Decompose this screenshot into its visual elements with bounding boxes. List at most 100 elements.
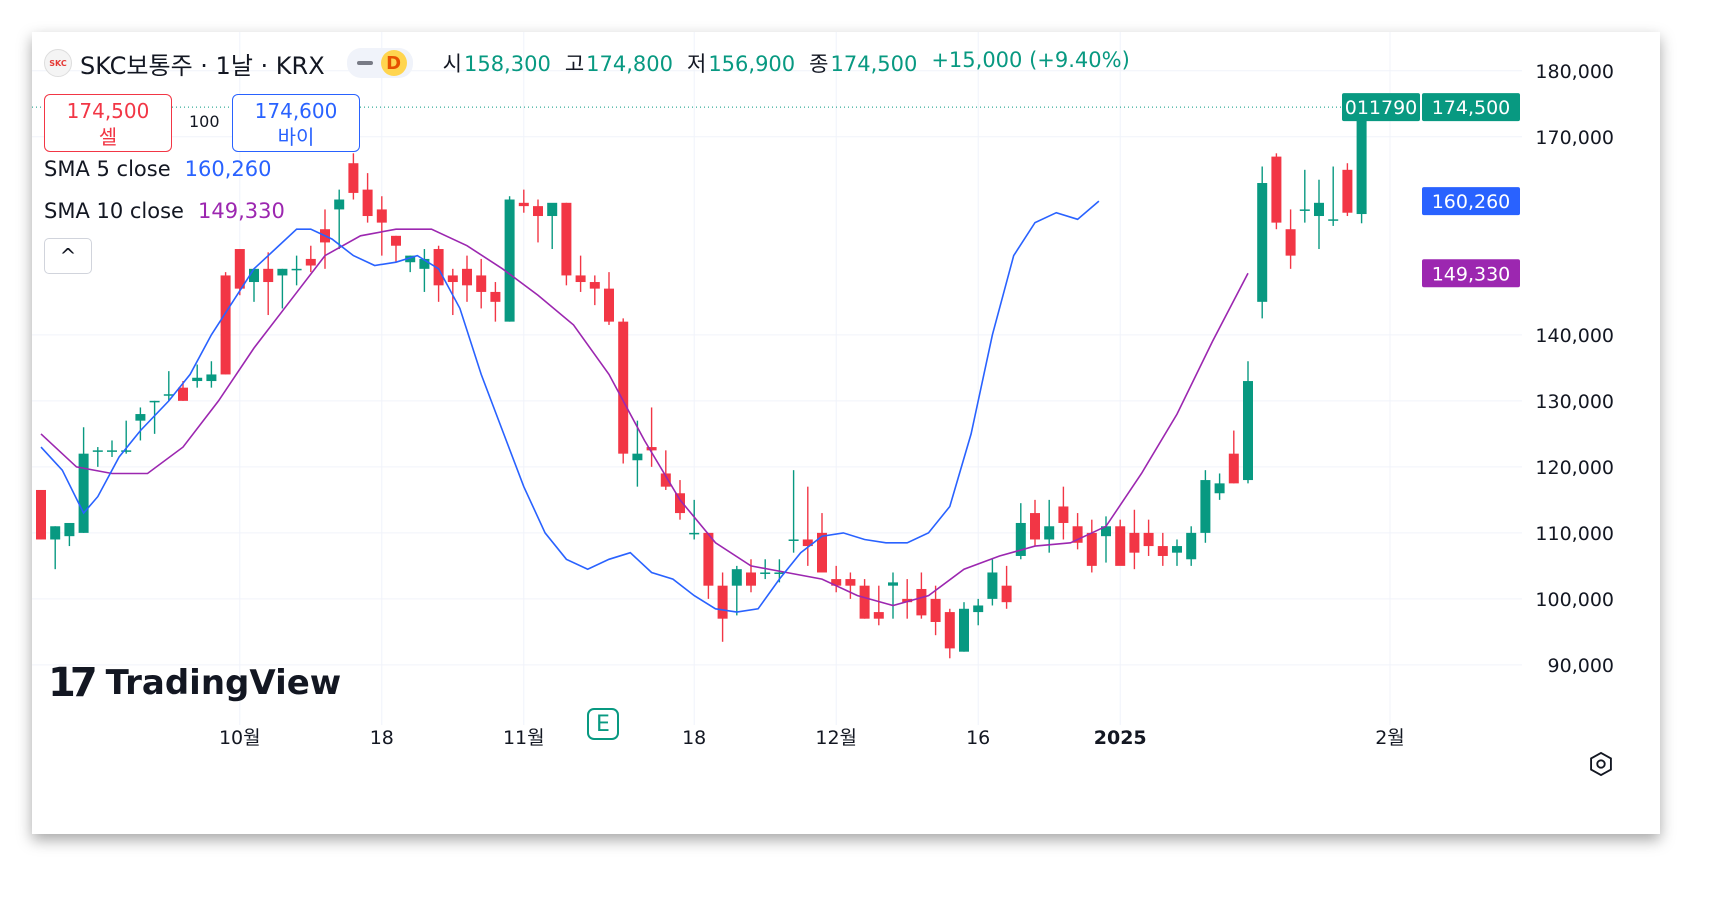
candle-up [163,394,174,396]
candle-up [1299,209,1310,211]
candle-up [760,572,771,574]
sma5-label: SMA 5 close [44,157,171,181]
candle-down [220,275,231,375]
candle-up [1186,532,1197,560]
sma10-price-badge-bg[interactable] [1422,259,1520,288]
symbol-title[interactable]: SKC보통주 · 1날 · KRX [80,51,325,80]
candle-down [433,249,444,286]
earnings-event-icon[interactable]: E [587,708,619,740]
collapse-legend-button[interactable]: ^ [44,238,92,274]
candle-down [1072,526,1083,543]
candle-up [731,569,742,586]
ohlc-close: 종174,500 [809,52,918,76]
candle-up [121,450,132,452]
tradingview-logo[interactable]: 17 TradingView [48,660,341,706]
sma10-price-badge: 149,330 [1432,263,1511,285]
candle-down [646,447,657,451]
chart-window: 180,000 170,000 140,000 130,000 120,000 110,0… [32,32,1660,834]
candle-down [944,612,955,649]
tradingview-mark: 17 [48,660,98,706]
y-tick-label: 90,000 [1548,655,1614,677]
x-tick-label: 10월 [219,727,261,749]
candle-down [376,209,387,223]
sma5-legend[interactable]: SMA 5 close 160,260 [44,157,271,181]
candle-down [1271,156,1282,223]
candle-down [618,321,629,454]
candle-up [1214,483,1225,494]
candle-up [632,453,643,461]
candle-down [675,493,685,514]
x-tick-label: 18 [370,727,394,749]
candle-down [1157,546,1168,556]
candle-down [604,288,614,322]
candle-down [476,275,487,292]
candle-down [391,235,401,246]
candle-up [107,450,117,452]
candle-up [249,268,259,283]
candle-down [845,579,856,586]
candle-down [1030,513,1040,540]
gear-icon[interactable] [1587,750,1615,778]
candle-down [263,268,274,283]
candle-down [533,206,543,217]
candle-up [206,374,217,382]
candle-up [689,532,700,535]
candle-down [1285,229,1296,256]
ticker-badge-bg[interactable] [1342,93,1420,122]
x-tick-label: 16 [966,727,990,749]
buy-button[interactable]: 174,600 바이 [232,94,360,152]
chevron-up-icon: ^ [59,244,77,268]
sell-label: 셀 [98,125,118,149]
y-tick-label: 180,000 [1535,61,1614,83]
candle-up [1314,202,1324,217]
candle-up [1044,526,1055,540]
candle-down [831,579,842,586]
company-logo: SKC [44,49,72,77]
candle-up [419,258,430,269]
minus-icon[interactable] [356,61,373,65]
candle-up [192,377,203,382]
candle-up [291,268,302,271]
candle-up [78,453,89,533]
candle-up [1356,107,1367,215]
candle-up [92,450,103,452]
candle-down [817,532,827,573]
sell-button[interactable]: 174,500 셀 [44,94,172,152]
candle-down [447,275,458,283]
candle-down [234,249,245,289]
last-price-badge-bg[interactable] [1422,93,1520,122]
ohlc-low: 저156,900 [686,52,796,76]
candle-up [1257,183,1268,302]
candle-up [135,414,146,421]
candle-down [873,612,884,619]
buy-price: 174,600 [254,99,338,123]
ohlc-change: +15,000 (+9.40%) [931,48,1130,72]
candle-up [774,572,785,574]
last-price-badge: 174,500 [1432,97,1511,119]
sma10-legend[interactable]: SMA 10 close 149,330 [44,199,285,223]
candle-up [277,268,288,276]
candle-down [717,585,728,619]
visibility-pill[interactable]: D [346,48,413,78]
price-axis[interactable] [1522,32,1660,834]
candle-up [50,526,61,540]
tradingview-wordmark: TradingView [105,663,342,703]
candle-up [1328,219,1339,221]
x-tick-label: 12월 [815,727,857,749]
candle-down [462,268,472,286]
candle-down [589,282,600,289]
y-tick-label: 140,000 [1535,325,1614,347]
candle-up [149,400,160,403]
data-source-badge[interactable]: D [380,50,407,76]
price-chart[interactable]: 180,000 170,000 140,000 130,000 120,000 110,0… [32,32,1660,834]
sell-price: 174,500 [66,99,150,123]
candle-down [490,291,501,302]
candle-up [1172,546,1182,553]
candle-up [1015,522,1026,556]
candle-down [859,585,870,619]
ticker-badge: 011790 [1345,97,1418,119]
sma5-price-badge-bg[interactable] [1422,187,1520,216]
time-axis[interactable] [32,725,1660,834]
candle-down [916,588,927,616]
candle-down [305,258,316,266]
